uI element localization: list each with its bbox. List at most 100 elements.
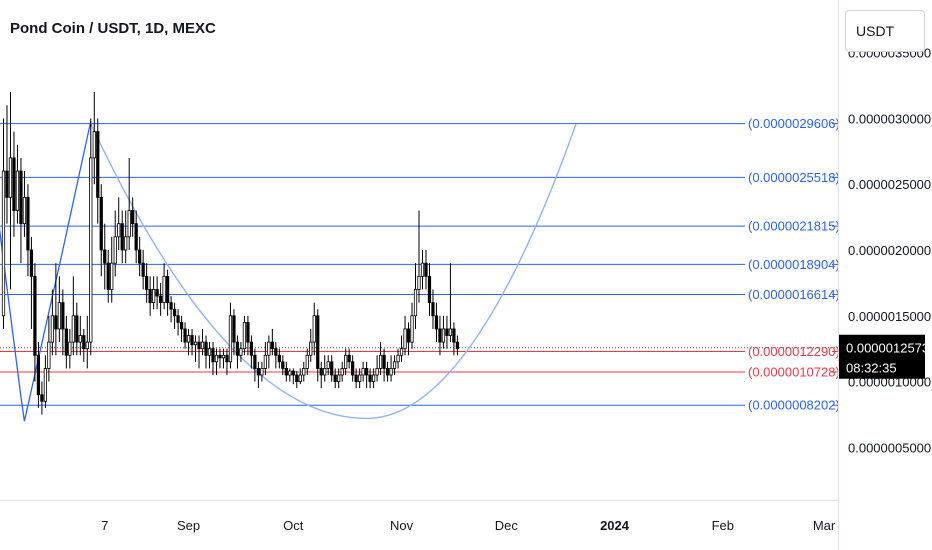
candle-body <box>179 321 184 330</box>
candle <box>263 342 267 375</box>
candle-body <box>138 249 142 264</box>
candle-body <box>29 249 34 277</box>
candle-body <box>200 341 205 350</box>
candle <box>43 355 48 408</box>
candle <box>197 335 201 369</box>
candle-body <box>403 328 407 350</box>
candle <box>141 250 145 290</box>
y-axis-ticks: 0.00000350000.00000300000.00000250000.00… <box>848 46 931 456</box>
candle <box>176 309 180 336</box>
candle <box>295 371 299 389</box>
candle <box>319 361 323 389</box>
candle-body <box>305 354 309 369</box>
candle-body <box>218 354 222 359</box>
candle <box>75 302 79 356</box>
candle <box>228 302 233 369</box>
candle <box>445 315 449 349</box>
candle <box>232 309 236 356</box>
candle <box>337 368 341 389</box>
candle <box>274 342 278 369</box>
candle <box>371 368 376 389</box>
candle-body <box>228 315 233 363</box>
candle <box>277 348 281 369</box>
candle-body <box>8 157 13 198</box>
currency-selector[interactable]: USDT <box>845 10 925 52</box>
candle <box>138 236 142 277</box>
candle-body <box>431 302 435 317</box>
candle <box>455 335 460 356</box>
x-tick-label: Sep <box>177 518 200 533</box>
candle <box>57 276 61 343</box>
candle-body <box>239 348 243 356</box>
candle-body <box>312 315 316 343</box>
candle <box>438 315 442 356</box>
candle <box>124 210 128 264</box>
candle-body <box>61 302 65 330</box>
candle-body <box>361 368 365 376</box>
candle <box>22 171 27 237</box>
candle-body <box>172 308 177 317</box>
candle-body <box>221 354 226 359</box>
candle <box>427 263 432 316</box>
candle <box>378 342 383 375</box>
chart-title: Pond Coin / USDT, 1D, MEXC <box>10 20 216 37</box>
candle <box>26 184 30 277</box>
candle-body <box>148 289 152 304</box>
price-tag-value: 0.0000012573 <box>846 341 929 356</box>
candle <box>131 197 135 237</box>
x-tick-label: Mar <box>813 518 836 533</box>
candle-body <box>152 289 156 304</box>
candle <box>214 348 219 375</box>
candle <box>225 348 229 375</box>
candle <box>347 348 351 369</box>
candle <box>399 335 404 362</box>
candle-body <box>169 302 173 310</box>
candle <box>361 361 365 382</box>
x-tick-label: Feb <box>712 518 734 533</box>
candle-body <box>12 157 16 211</box>
candle <box>117 197 121 250</box>
candle-body <box>337 374 341 382</box>
candle-body <box>235 341 240 356</box>
candle <box>410 302 414 349</box>
candle-body <box>319 368 323 376</box>
level-label-0: (0.0000029606) <box>748 116 840 131</box>
candle <box>389 355 393 382</box>
candle-body <box>441 328 446 343</box>
candle-body <box>64 328 68 356</box>
level-labels: (0.0000029606) (0.0000025518) (0.000002181… <box>748 116 840 413</box>
candle <box>281 355 285 375</box>
candle <box>50 289 54 356</box>
candle-body <box>103 249 107 264</box>
candle-body <box>274 348 278 356</box>
candle-body <box>277 354 281 363</box>
candle <box>385 361 390 382</box>
candle <box>183 322 187 349</box>
candle-body <box>36 354 41 396</box>
candle <box>344 348 348 375</box>
x-tick-label: Oct <box>283 518 304 533</box>
candle-body <box>92 131 96 159</box>
candle-body <box>22 196 27 225</box>
candle-body <box>396 354 400 363</box>
candle-body <box>113 236 117 264</box>
candle-body <box>26 196 30 251</box>
candle <box>316 309 320 382</box>
candle <box>155 276 159 310</box>
candle <box>152 276 156 310</box>
candle <box>200 328 205 356</box>
candle <box>396 348 400 369</box>
candle <box>179 315 184 343</box>
candle <box>323 355 327 382</box>
candle-body <box>5 170 9 198</box>
candle <box>103 223 107 290</box>
candle-body <box>281 361 285 369</box>
candle <box>127 157 131 250</box>
candle-body <box>344 354 348 369</box>
candle <box>29 236 34 329</box>
candle-body <box>309 341 313 356</box>
level-label-2: (0.0000021815) <box>748 219 840 234</box>
candle <box>36 342 41 408</box>
candle-body <box>214 354 219 363</box>
